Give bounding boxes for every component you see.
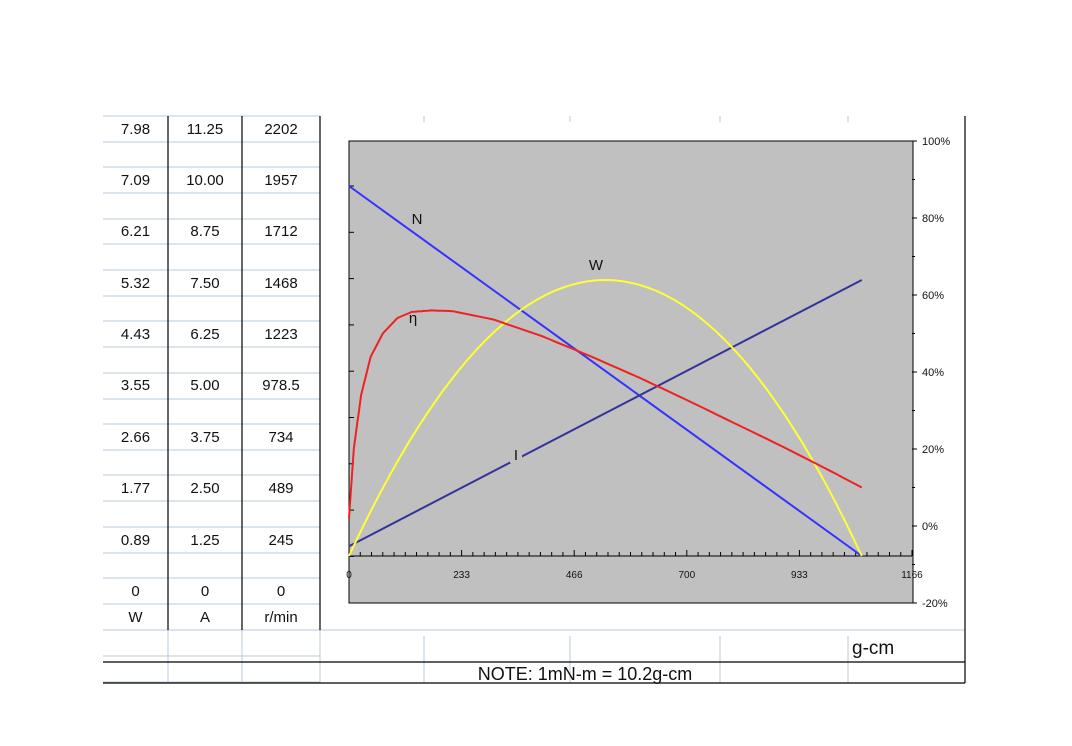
x-tick-label: 700 [678,570,695,581]
table-cell-a: 8.75 [190,223,220,240]
unit-cell-w: W [128,609,143,626]
x-tick-label: 1166 [901,570,923,581]
conversion-note: NOTE: 1mN-m = 10.2g-cm [477,664,693,684]
table-cell-w: 5.32 [120,275,151,292]
table-cell-a: 0 [200,583,210,600]
table-cell-w: 7.09 [120,172,151,189]
y-right-tick-label: 20% [922,444,944,456]
series-line-I [348,279,863,548]
series-line-W [348,278,863,557]
table-cell-r: 734 [268,429,294,446]
y-right-tick-label: 40% [922,367,944,379]
series-label: W [589,257,604,274]
table-cell-r: 245 [268,532,294,549]
unit-cell-r: r/min [264,609,298,626]
table-cell-a: 7.50 [190,275,220,292]
series-line-N [348,185,863,557]
series-line-eta [348,309,863,519]
table-cell-a: 11.25 [186,121,224,138]
table-cell-r: 1957 [264,172,298,189]
x-tick-label: 933 [791,570,808,581]
table-cell-a: 2.50 [190,480,220,497]
unit-cell-a: A [199,609,210,626]
table-cell-r: 1223 [264,326,298,343]
table-cell-a: 1.25 [190,532,220,549]
table-cell-a: 3.75 [190,429,220,446]
table-cell-a: 6.25 [190,326,220,343]
x-tick-label: 233 [453,570,470,581]
table-cell-r: 0 [276,583,286,600]
table-cell-w: 1.77 [120,480,151,497]
table-cell-r: 978.5 [262,377,300,394]
table-cell-w: 0.89 [120,532,151,549]
table-cell-w: 7.98 [120,121,151,138]
series-label: N [412,211,423,228]
table-cell-r: 489 [268,480,294,497]
table-cell-a: 10.00 [186,172,224,189]
table-cell-r: 1712 [264,223,298,240]
table-cell-w: 3.55 [120,377,151,394]
x-unit-label: g-cm [852,638,895,659]
table-cell-a: 5.00 [190,377,220,394]
x-tick-label: 0 [346,570,352,581]
table-cell-r: 2202 [264,121,298,138]
table-cell-w: 4.43 [120,326,151,343]
x-tick-label: 466 [566,570,583,581]
series-label: η [409,310,417,327]
table-cell-w: 2.66 [120,429,151,446]
y-right-tick-label: -20% [922,598,948,610]
y-right-tick-label: 0% [922,521,938,533]
y-right-tick-label: 100% [922,136,950,148]
y-right-tick-label: 80% [922,213,944,225]
table-cell-w: 0 [131,583,140,600]
y-right-tick-label: 60% [922,290,944,302]
table-cell-r: 1468 [264,275,298,292]
label-bg [510,447,522,463]
plot-area [348,140,914,604]
table-cell-w: 6.21 [120,223,151,240]
series-label: I [514,447,518,464]
